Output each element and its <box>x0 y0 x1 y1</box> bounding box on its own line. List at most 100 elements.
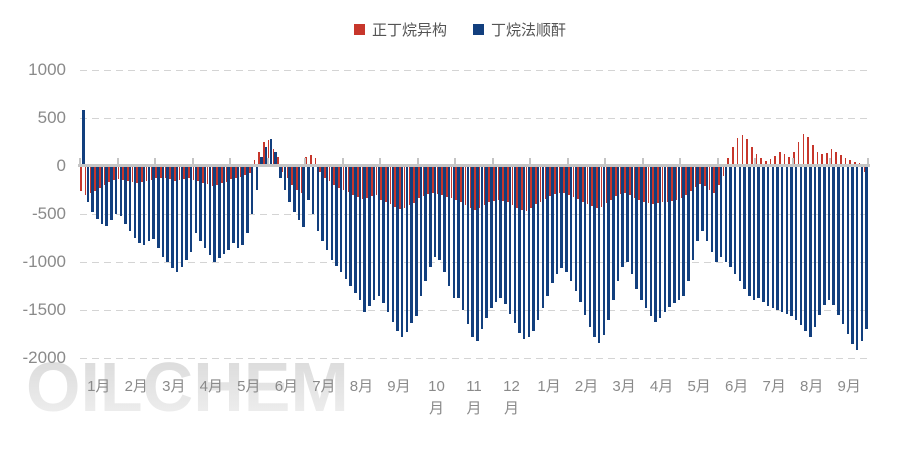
blue-series-swatch-icon <box>473 24 484 35</box>
x-axis-tick-label: 9月 <box>387 378 411 395</box>
bar-red <box>619 166 622 194</box>
x-axis-tick-label: 2月 <box>574 378 599 395</box>
bar-red <box>239 166 242 177</box>
x-axis-tick-label: 4月 <box>649 378 674 395</box>
bar-red <box>131 166 134 183</box>
x-axis-tick-label: 8月 <box>349 378 374 395</box>
bar-red <box>765 161 767 166</box>
bar-red <box>840 155 842 166</box>
bar-red <box>197 166 200 182</box>
bar-blue <box>283 166 287 190</box>
bar-blue <box>133 166 137 238</box>
bar-blue <box>719 166 723 258</box>
bar-blue <box>330 166 334 261</box>
gridline <box>80 261 868 263</box>
bar-red <box>647 166 650 204</box>
bar-blue <box>701 166 704 232</box>
bar-red <box>122 166 124 181</box>
bar-blue <box>227 166 230 251</box>
bar-red <box>281 166 284 172</box>
bar-red <box>830 148 833 166</box>
x-axis-tick-label: 5月 <box>237 378 261 395</box>
bar-blue <box>649 166 653 316</box>
bar-red <box>211 166 214 187</box>
bar-blue <box>518 166 521 334</box>
bar-blue <box>776 166 779 310</box>
y-axis-labels: 1000 500 0 -500 -1000 -1500 -2000 <box>0 0 68 453</box>
bar-red <box>671 166 673 201</box>
bar-red <box>230 166 232 180</box>
bar-blue <box>419 166 423 296</box>
bar-red <box>202 166 204 184</box>
bar-red <box>591 166 594 207</box>
bar-blue <box>138 166 141 243</box>
bar-red <box>657 166 659 204</box>
x-axis-tick-label: 6月 <box>724 378 749 395</box>
bar-blue <box>91 166 94 213</box>
bar-red <box>807 137 809 166</box>
bar-blue <box>729 166 732 267</box>
axis-tick <box>191 158 194 164</box>
bar-blue <box>339 166 343 272</box>
bar-red <box>628 166 631 195</box>
bar-red <box>783 154 786 166</box>
bar-blue <box>809 166 812 337</box>
bar-red <box>277 157 279 166</box>
bar-red <box>661 166 664 203</box>
axis-tick <box>754 158 757 164</box>
bar-blue <box>541 166 545 309</box>
bar-blue <box>752 166 756 301</box>
bar-red <box>811 144 814 166</box>
bar-red <box>558 166 561 193</box>
bar-blue <box>279 166 282 178</box>
bar-blue <box>654 166 657 322</box>
bar-red <box>666 166 669 202</box>
x-axis-tick-label: 10 月 <box>428 378 445 417</box>
bar-red <box>713 166 715 193</box>
bar-blue <box>203 166 207 248</box>
x-axis-tick-label: 1月 <box>537 378 561 395</box>
y-axis-tick-label: -1000 <box>22 252 66 271</box>
bar-blue <box>377 166 380 296</box>
bar-blue <box>443 166 446 272</box>
bar-red <box>502 166 504 201</box>
y-axis-tick-label: -2000 <box>22 348 66 367</box>
bar-blue <box>218 166 221 259</box>
bar-red <box>544 166 547 199</box>
bar-blue <box>602 166 606 335</box>
bar-blue <box>157 166 160 248</box>
bar-blue <box>189 166 193 253</box>
bar-blue <box>813 166 817 328</box>
bar-red <box>610 166 612 200</box>
bar-red <box>516 166 518 209</box>
bar-red <box>582 166 584 202</box>
bar-red <box>605 166 608 204</box>
bar-blue <box>100 166 104 224</box>
x-axis-tick-label: 7月 <box>312 378 336 395</box>
bar-red <box>572 166 575 197</box>
bar-blue <box>325 166 329 251</box>
bar-red <box>169 166 171 180</box>
bar-red <box>553 166 556 194</box>
bar-red <box>483 166 486 206</box>
bar-red <box>127 166 129 182</box>
bar-blue <box>236 166 240 248</box>
bar-blue <box>382 166 385 304</box>
bar-red <box>431 166 434 193</box>
bar-blue <box>644 166 648 309</box>
bar-red <box>417 166 420 198</box>
bar-blue <box>865 166 868 330</box>
bar-blue <box>269 139 273 166</box>
bar-blue <box>180 166 183 267</box>
bar-blue <box>124 166 127 224</box>
bar-red <box>746 139 748 166</box>
axis-tick <box>491 158 494 164</box>
bar-blue <box>171 166 174 268</box>
bar-blue <box>771 166 774 309</box>
bar-red <box>675 166 678 200</box>
bar-red <box>267 140 270 166</box>
bar-red <box>145 166 148 182</box>
bar-red <box>455 166 458 200</box>
bar-blue <box>494 166 498 303</box>
bar-red <box>586 166 589 205</box>
